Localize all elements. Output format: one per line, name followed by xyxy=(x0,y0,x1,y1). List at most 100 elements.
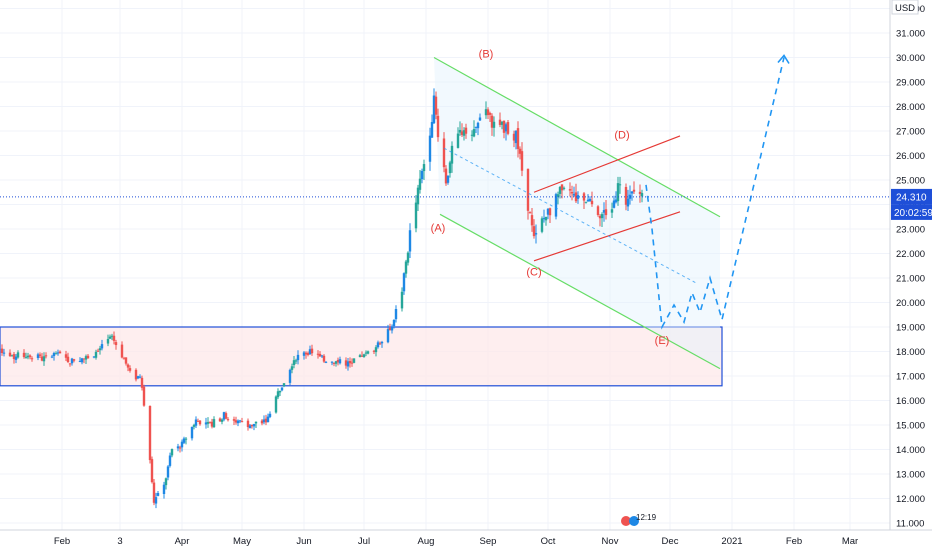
candle-body xyxy=(238,420,242,422)
candle-body xyxy=(68,363,72,365)
candle-body xyxy=(330,361,334,363)
candle-body xyxy=(252,423,256,427)
candle-body xyxy=(378,343,382,345)
candle-body xyxy=(408,230,412,252)
candle-body xyxy=(388,327,392,331)
candle-body xyxy=(78,360,82,362)
candle-body xyxy=(318,353,322,357)
flag-eu-icon[interactable] xyxy=(629,516,639,526)
candle-body xyxy=(472,129,476,137)
candle-body xyxy=(232,419,236,421)
candle-body xyxy=(488,112,492,115)
candle-body xyxy=(280,387,284,391)
wave-label: (A) xyxy=(431,222,446,234)
candle-body xyxy=(446,175,450,183)
candle-body xyxy=(612,200,616,208)
candle-body xyxy=(404,261,408,274)
candle-body xyxy=(316,353,320,355)
candle-body xyxy=(204,422,208,425)
candle-body xyxy=(192,424,196,427)
candle-body xyxy=(154,497,158,504)
wave-label: (E) xyxy=(655,335,670,347)
candle-body xyxy=(122,358,126,360)
candle-body xyxy=(632,189,636,192)
candle-body xyxy=(460,131,464,135)
countdown-tag xyxy=(891,204,932,220)
candle-body xyxy=(324,361,328,363)
candle-body xyxy=(260,420,264,424)
candle-body xyxy=(484,109,488,116)
candle-body xyxy=(178,447,182,449)
candle-body xyxy=(196,420,200,422)
candle-body xyxy=(114,342,118,346)
candle-body xyxy=(290,366,294,370)
candle-body xyxy=(392,319,396,327)
candle-body xyxy=(226,419,230,421)
y-tick-label: 27.000 xyxy=(896,127,925,138)
candle-body xyxy=(170,449,174,456)
candle-body xyxy=(52,353,56,357)
candle-body xyxy=(56,352,60,354)
trendline-triangle-top xyxy=(533,135,681,193)
candle-body xyxy=(224,413,228,419)
candle-body xyxy=(28,355,32,358)
candle-body xyxy=(386,329,390,343)
event-time-label: 12:19 xyxy=(636,513,657,522)
candle-body xyxy=(0,348,2,350)
candle-body xyxy=(148,405,152,461)
x-tick-label: 3 xyxy=(117,536,122,547)
candle-body xyxy=(96,350,100,352)
candle-body xyxy=(266,416,270,423)
candle-body xyxy=(422,164,426,172)
x-tick-label: Dec xyxy=(662,536,679,547)
candle-body xyxy=(206,421,210,424)
candle-body xyxy=(630,191,634,194)
candle-body xyxy=(514,130,518,144)
candle-body xyxy=(14,356,18,360)
candle-body xyxy=(112,335,116,341)
candle-body xyxy=(184,438,188,440)
candle-body xyxy=(584,201,588,203)
candle-body xyxy=(0,348,4,353)
candle-body xyxy=(292,360,296,366)
candle-body xyxy=(462,130,466,136)
candle-body xyxy=(448,162,452,174)
candle-body xyxy=(558,186,562,194)
candle-body xyxy=(562,187,566,189)
candle-body xyxy=(182,438,186,443)
candle-body xyxy=(332,362,336,364)
candle-body xyxy=(590,200,594,205)
candle-body xyxy=(294,360,298,362)
x-tick-label: Jun xyxy=(296,536,311,547)
candle-body xyxy=(40,356,44,361)
candle-body xyxy=(110,335,114,337)
candle-body xyxy=(140,377,144,388)
candle-body xyxy=(582,193,586,201)
candle-body xyxy=(136,376,140,379)
y-tick-label: 16.000 xyxy=(896,396,925,407)
candle-body xyxy=(128,368,132,371)
trendline-lower-channel xyxy=(439,213,721,370)
candle-body xyxy=(352,358,356,363)
candle-body xyxy=(66,356,70,363)
candle-body xyxy=(12,354,16,360)
wave-label: (C) xyxy=(526,267,541,279)
candle-body xyxy=(444,168,448,184)
candle-body xyxy=(246,420,250,428)
y-tick-label: 15.000 xyxy=(896,421,925,432)
candle-body xyxy=(360,355,364,357)
candle-body xyxy=(544,216,548,221)
candle-body xyxy=(402,273,406,292)
candle-body xyxy=(616,183,620,202)
candle-body xyxy=(310,348,314,354)
candle-body xyxy=(50,356,54,358)
candle-body xyxy=(150,459,154,483)
candle-body xyxy=(528,212,532,214)
candle-body xyxy=(126,364,130,368)
candle-body xyxy=(442,138,446,168)
flag-us-icon[interactable] xyxy=(621,516,631,526)
candle-body xyxy=(376,342,380,348)
candle-body xyxy=(542,218,546,220)
candle-body xyxy=(618,184,622,186)
